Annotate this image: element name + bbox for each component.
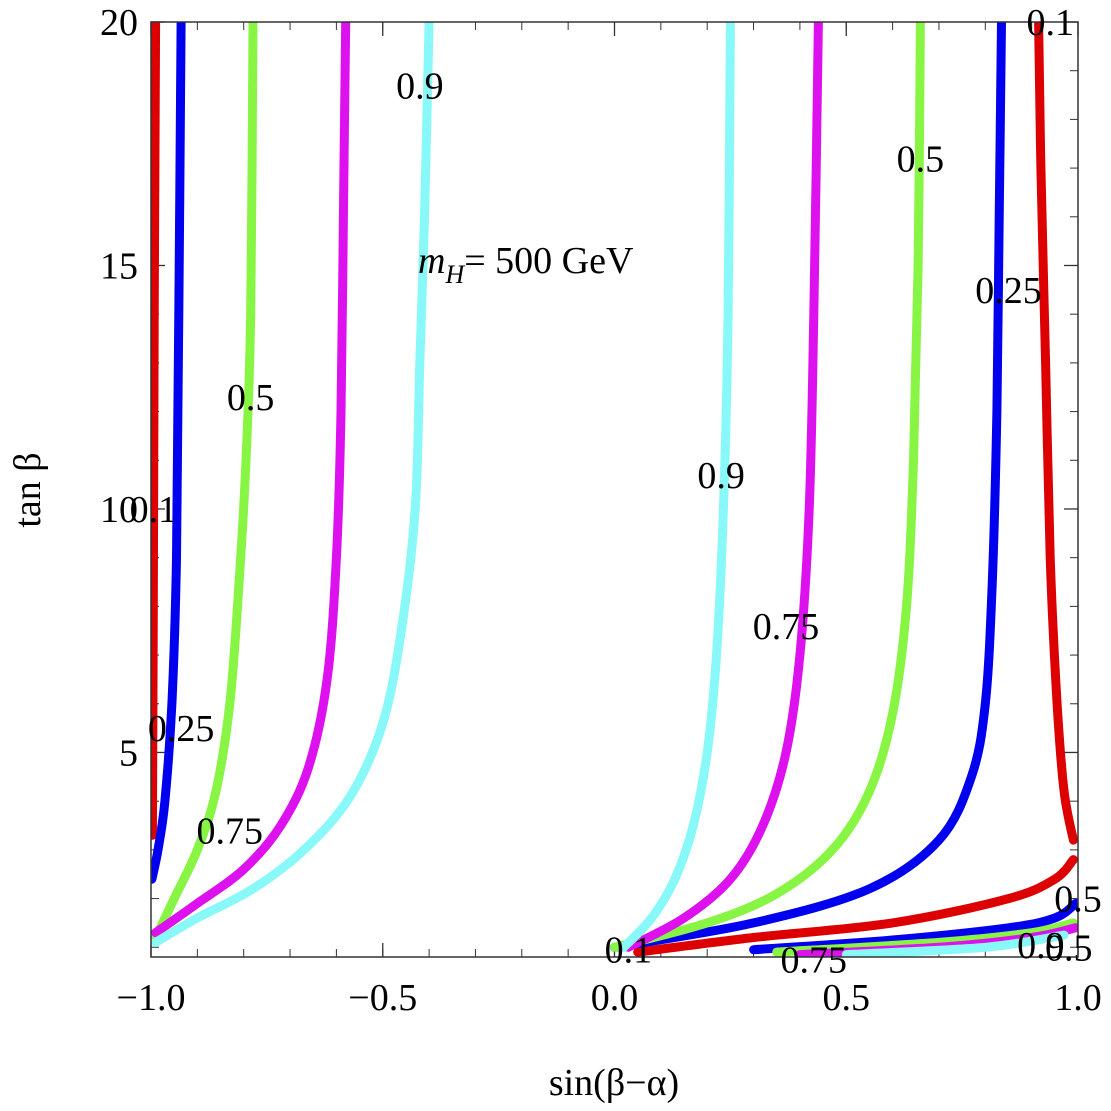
contour-label-01: 0.1 [1026, 2, 1074, 44]
contour-line-025-branch-1 [151, 22, 186, 884]
contour-label-075: 0.75 [781, 939, 848, 981]
y-tick-label: 20 [100, 2, 138, 44]
mass-symbol: m [418, 240, 445, 282]
contour-label-09: 0.9 [697, 455, 745, 497]
contour-curves [151, 22, 1078, 957]
x-tick-label: −1.0 [117, 977, 186, 1019]
contour-line-05-branch-1 [151, 22, 258, 942]
x-tick-label: 0.5 [823, 977, 871, 1019]
x-tick-label: 1.0 [1054, 977, 1102, 1019]
contour-label-025: 0.25 [975, 270, 1042, 312]
contour-label-05: 0.5 [1045, 927, 1093, 969]
x-tick-label: −0.5 [348, 977, 417, 1019]
mass-annotation: mH= 500 GeV [418, 240, 634, 289]
y-tick-label: 10 [100, 489, 138, 531]
x-axis-title: sin(β−α) [549, 1062, 679, 1104]
contour-line-01-branch-2 [1034, 22, 1078, 845]
contour-label-01: 0.1 [130, 489, 178, 531]
contour-labels: 0.1 0.1 0.1 0.25 0.25 0.5 0.5 0.5 0.5 0.75 0.75 0.7… [130, 2, 1102, 981]
contour-label-01: 0.1 [605, 930, 653, 972]
x-tick-label: 0.0 [591, 977, 639, 1019]
mass-subscript: H [444, 260, 465, 289]
contour-line-025-branch-2 [610, 22, 1006, 952]
contour-line-05-branch-2 [610, 22, 925, 952]
y-tick-label: 15 [100, 245, 138, 287]
y-tick-label: 5 [119, 732, 138, 774]
contour-line-09-branch-3 [841, 930, 1069, 957]
tick-labels: −1.0 −0.5 0.0 0.5 1.0 5 10 15 20 [100, 2, 1102, 1019]
contour-line-075-branch-1 [151, 22, 351, 938]
contour-label-09: 0.9 [1017, 925, 1065, 967]
contour-label-025: 0.5 [1054, 879, 1102, 921]
contour-label-05: 0.5 [897, 138, 945, 180]
contour-label-075: 0.75 [753, 606, 820, 648]
contour-label-025: 0.25 [148, 708, 215, 750]
contour-label-09: 0.9 [396, 65, 444, 107]
contour-line-01-branch-3 [633, 855, 1078, 957]
contour-label-075: 0.75 [197, 810, 264, 852]
contour-line-075-branch-2 [623, 22, 823, 952]
contour-line-01-branch-1 [151, 22, 161, 840]
contour-line-09-branch-1 [151, 22, 434, 947]
contour-line-09-branch-2 [619, 22, 735, 952]
y-axis-title: tan β [7, 452, 49, 527]
contour-label-05: 0.5 [227, 377, 275, 419]
mass-value: = 500 GeV [464, 240, 634, 282]
plot-frame [150, 21, 1079, 958]
